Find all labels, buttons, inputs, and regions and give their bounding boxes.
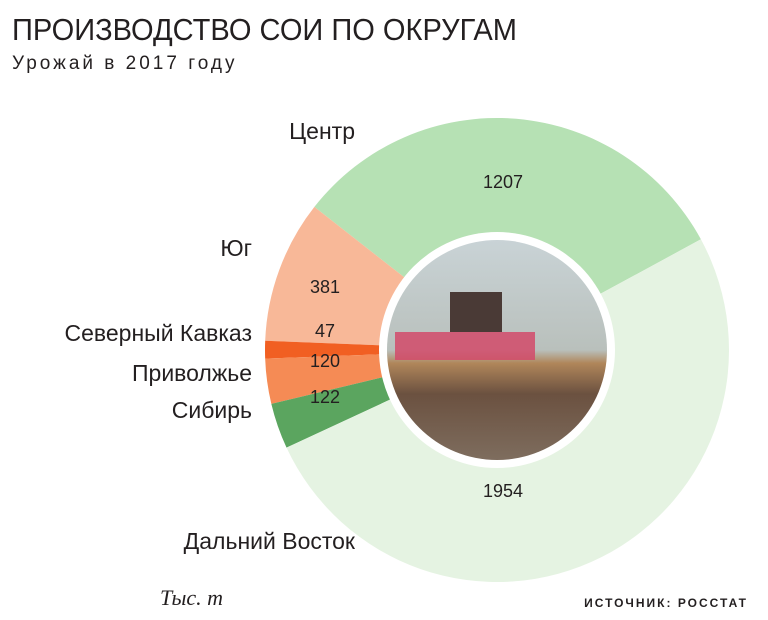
slice	[264, 340, 386, 359]
chart-subtitle: Урожай в 2017 году	[12, 53, 237, 74]
value-label: 381	[310, 277, 340, 297]
value-label: 120	[310, 351, 340, 371]
category-label: Северный Кавказ	[65, 320, 252, 346]
value-label: 47	[315, 321, 335, 341]
slice	[286, 239, 730, 583]
category-label: Приволжье	[132, 360, 252, 386]
value-label: 1954	[483, 481, 523, 501]
category-label: Дальний Восток	[184, 528, 356, 554]
photo-combine	[450, 292, 502, 332]
category-label: Центр	[289, 118, 355, 144]
unit-note: Тыс. т	[160, 585, 223, 610]
slice	[271, 375, 396, 448]
category-label: Сибирь	[172, 397, 252, 423]
slice	[314, 118, 701, 297]
category-label: Юг	[220, 235, 252, 261]
slice	[265, 354, 389, 404]
value-label: 1207	[483, 172, 523, 192]
chart-title: ПРОИЗВОДСТВО СОИ ПО ОКРУГАМ	[12, 12, 517, 47]
source: ИСТОЧНИК: РОССТАТ	[584, 596, 748, 610]
slice	[265, 206, 409, 346]
value-label: 122	[310, 387, 340, 407]
photo-header	[395, 332, 535, 360]
